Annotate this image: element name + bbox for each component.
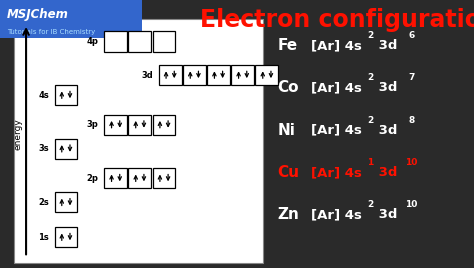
Text: energy: energy [13,118,22,150]
Text: 10: 10 [405,158,417,167]
Bar [104,168,127,188]
Text: Fe: Fe [277,38,297,53]
Text: 3d: 3d [141,70,153,80]
Bar [128,168,151,188]
Text: 8: 8 [408,116,414,125]
Text: 6: 6 [408,31,414,40]
Text: Zn: Zn [277,207,299,222]
Text: 2: 2 [367,73,374,82]
Text: 1s: 1s [38,233,49,242]
Bar [153,115,175,135]
Text: 1: 1 [367,158,374,167]
Text: 3d: 3d [374,124,397,137]
Text: 2: 2 [367,31,374,40]
Text: 2p: 2p [87,174,99,183]
Text: Ni: Ni [277,123,295,138]
Bar [128,115,151,135]
Bar [183,65,206,85]
Text: 3d: 3d [374,209,397,221]
Bar [255,65,278,85]
Text: 2: 2 [367,200,374,209]
Bar [153,32,175,51]
Bar [0,0,142,38]
Text: Cu: Cu [277,165,299,180]
Text: 10: 10 [405,200,417,209]
Text: 4p: 4p [87,37,99,46]
Text: [Ar] 4s: [Ar] 4s [311,39,362,52]
Bar [55,139,77,159]
Bar [207,65,230,85]
Bar [128,32,151,51]
Bar [104,32,127,51]
Bar [159,65,182,85]
Text: Tutorials for IB Chemistry: Tutorials for IB Chemistry [7,29,95,35]
Text: [Ar] 4s: [Ar] 4s [311,209,362,221]
Text: 2: 2 [367,116,374,125]
Bar [55,192,77,212]
Text: MSJChem: MSJChem [7,8,69,21]
Text: 3d: 3d [374,166,397,179]
Text: 3d: 3d [374,81,397,94]
Text: Co: Co [277,80,299,95]
Text: 2s: 2s [38,198,49,207]
Text: 3p: 3p [87,120,99,129]
Bar [104,115,127,135]
Bar [231,65,254,85]
Bar [153,168,175,188]
Text: 3s: 3s [38,144,49,153]
Text: 7: 7 [408,73,414,82]
Text: 3d: 3d [374,39,397,52]
Text: [Ar] 4s: [Ar] 4s [311,166,362,179]
Bar [55,227,77,247]
Text: 4s: 4s [38,91,49,100]
Bar [55,85,77,105]
Text: [Ar] 4s: [Ar] 4s [311,124,362,137]
Text: Electron configurations: Electron configurations [200,8,474,32]
Bar [14,19,263,263]
Text: [Ar] 4s: [Ar] 4s [311,81,362,94]
